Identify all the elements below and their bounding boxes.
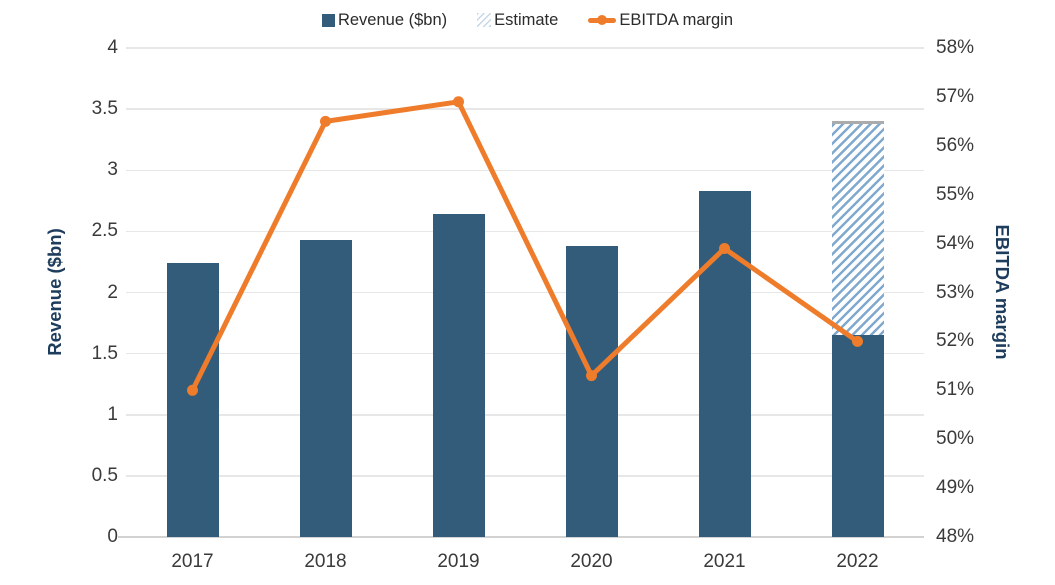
right-axis-tick-56%: 56% — [936, 134, 975, 156]
gridline — [126, 230, 924, 233]
gridline — [126, 47, 924, 49]
left-axis-tick-0.5: 0.5 — [91, 464, 118, 486]
legend: Revenue ($bn) Estimate EBITDA margin — [0, 9, 1055, 31]
gridline — [126, 108, 924, 110]
left-axis-tick-3.5: 3.5 — [91, 98, 118, 120]
right-axis-tick-53%: 53% — [936, 281, 975, 303]
left-axis-tick-2.5: 2.5 — [91, 220, 118, 242]
x-label-2018: 2018 — [304, 551, 347, 572]
ebitda-marker-2020 — [586, 370, 597, 382]
left-axis-tick-0: 0 — [107, 526, 118, 547]
legend-item-estimate: Estimate — [477, 11, 558, 30]
x-label-2022: 2022 — [836, 551, 879, 572]
ebitda-marker-2017 — [187, 384, 198, 396]
ebitda-marker-2018 — [320, 115, 331, 127]
gridline — [126, 475, 924, 477]
legend-label-revenue: Revenue ($bn) — [337, 10, 448, 29]
legend-item-ebitda: EBITDA margin — [588, 11, 733, 30]
gridline — [126, 169, 924, 171]
ebitda-marker-2022 — [852, 335, 863, 347]
right-axis-tick-57%: 57% — [936, 85, 975, 107]
legend-swatch-revenue — [321, 13, 335, 27]
left-axis-tick-1: 1 — [107, 403, 118, 425]
left-axis-tick-3: 3 — [107, 159, 118, 181]
right-axis-tick-58%: 58% — [936, 37, 975, 58]
left-axis-tick-2: 2 — [107, 281, 118, 303]
legend-swatch-ebitda — [588, 14, 617, 26]
estimate-bar-2022 — [831, 121, 884, 336]
left-axis-tick-4: 4 — [107, 37, 118, 58]
right-axis-tick-48%: 48% — [936, 526, 975, 547]
ebitda-line — [187, 96, 863, 396]
legend-swatch-estimate — [477, 13, 492, 27]
ebitda-marker-2019 — [453, 96, 464, 108]
legend-label-ebitda: EBITDA margin — [619, 10, 734, 29]
bar-2022 — [831, 335, 884, 537]
x-axis-line — [118, 536, 924, 538]
right-axis-tick-54%: 54% — [936, 232, 975, 254]
ebitda-marker-2021 — [719, 242, 730, 254]
bar-2018 — [299, 239, 352, 537]
legend-item-revenue: Revenue ($bn) — [321, 10, 448, 30]
right-axis-tick-51%: 51% — [936, 379, 975, 401]
gridline — [126, 352, 924, 355]
right-axis-tick-52%: 52% — [936, 330, 975, 352]
bar-2017 — [166, 263, 219, 537]
right-axis-tick-55%: 55% — [936, 183, 975, 205]
x-label-2021: 2021 — [703, 551, 746, 572]
left-axis-tick-1.5: 1.5 — [91, 342, 118, 364]
x-label-2020: 2020 — [570, 551, 613, 572]
gridline — [126, 291, 924, 294]
bar-2020 — [565, 246, 618, 537]
gridline — [126, 414, 924, 416]
legend-label-estimate: Estimate — [494, 10, 559, 29]
x-label-2017: 2017 — [171, 551, 214, 572]
x-label-2019: 2019 — [437, 551, 480, 572]
right-axis-tick-49%: 49% — [936, 477, 975, 499]
plot-area — [126, 47, 924, 537]
bar-2019 — [432, 214, 485, 537]
right-axis-tick-50%: 50% — [936, 428, 975, 450]
